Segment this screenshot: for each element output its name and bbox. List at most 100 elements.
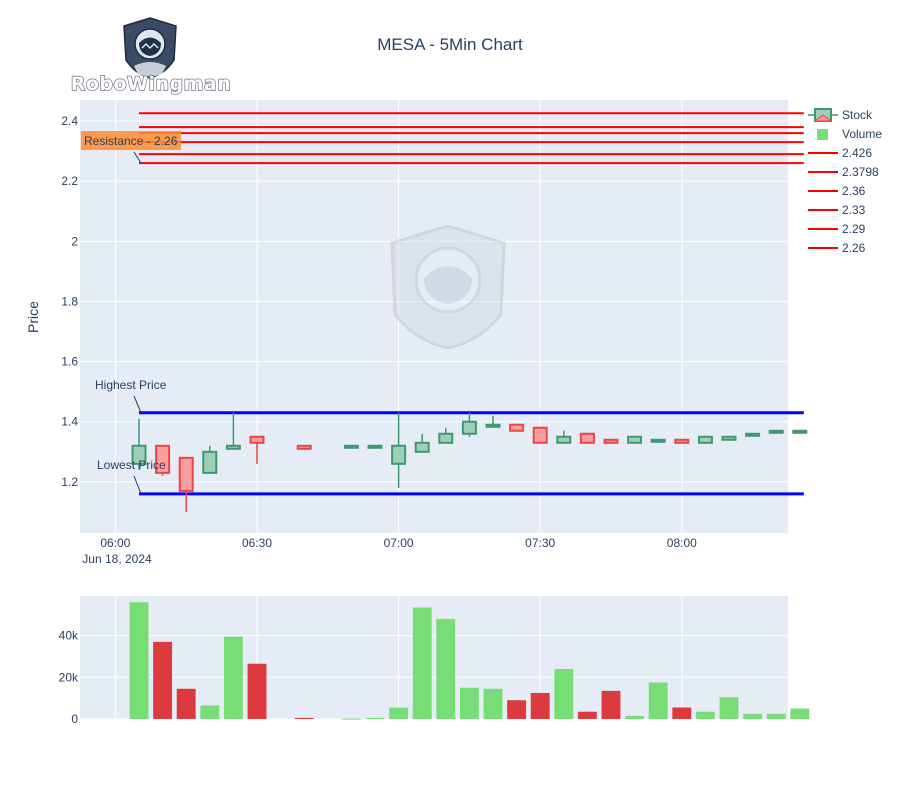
volume-bar [648,682,668,719]
candle [438,427,454,444]
candle-body [202,450,218,474]
time-tick-label: 06:30 [242,536,272,550]
legend-item[interactable]: Volume [817,127,882,141]
legend-item[interactable]: 2.36 [808,184,866,198]
candle-body [745,432,761,437]
candle [225,412,241,450]
candle-body [603,438,619,444]
candle [792,429,808,434]
candle-body [485,423,501,428]
volume-bar [695,711,715,719]
volume-tick-label: 20k [59,670,79,684]
lowest-price-arrow [133,475,142,495]
candle-body [650,438,666,443]
legend-item[interactable]: 2.26 [808,241,866,255]
candle [414,433,430,453]
candle [343,444,359,449]
volume-bar [554,668,574,719]
legend-volume-icon [817,129,828,140]
candle-body [178,456,194,492]
candle [721,435,737,441]
resistance-annotation: Resistance - 2.26 [84,134,178,148]
legend-label: 2.33 [842,203,866,217]
volume-bars [129,602,810,720]
price-tick-label: 2.4 [61,114,78,128]
volume-bar [625,715,645,719]
resistance-annotation-box [81,131,181,150]
price-tick-label: 1.8 [61,294,78,308]
candle [155,444,171,476]
volume-bar [176,688,196,719]
legend-item[interactable]: 2.3798 [808,165,879,179]
legend-label: 2.26 [842,241,866,255]
legend-item[interactable]: 2.426 [808,146,872,160]
price-tick-label: 1.4 [61,415,78,429]
candle [556,430,572,444]
candle-body [721,435,737,441]
price-tick-label: 1.2 [61,475,78,489]
candle [485,415,501,428]
volume-bar [530,692,550,719]
time-tick-label: 07:00 [384,536,414,550]
volume-bar [412,607,432,719]
volume-bar [129,602,149,719]
candle [603,438,619,444]
chart-title: MESA - 5Min Chart [377,35,523,54]
volume-bar [601,690,621,719]
annotations: Resistance - 2.26 Highest Price Lowest P… [81,131,181,495]
legend-label: 2.3798 [842,165,879,179]
candle-body [249,435,265,444]
volume-bar [766,713,786,719]
watermark-logo-icon [390,224,506,350]
logo-text: RoboWingman [71,73,232,95]
volume-bar [294,717,314,719]
lowest-price-label: Lowest Price [97,458,166,472]
candle [579,432,595,444]
legend-item[interactable]: 2.29 [808,222,866,236]
astronaut-shield-icon [123,17,177,79]
candle [131,418,147,470]
volume-bar [341,718,361,720]
candle-body [343,444,359,449]
candle [202,445,218,474]
candle [367,444,383,449]
candle-body [579,432,595,444]
legend-label: Stock [842,108,873,122]
volume-bar [577,711,597,719]
volume-bar [743,713,763,719]
candle [391,412,407,488]
date-label: Jun 18, 2024 [82,552,152,566]
volume-bar [389,707,409,719]
candle [509,423,525,432]
legend-candle-icon [813,114,833,122]
volume-tick-label: 0 [71,712,78,726]
candle-body [674,438,690,444]
price-panel: 06:00 06:30 07:00 07:30 08:00 1.2 1.4 1.6 1.8 2 2… [25,100,808,566]
legend: Stock Volume 2.426 2.3798 2.36 2.33 2.29 2.26 [808,108,882,255]
candle [650,438,666,443]
robowingman-logo: RoboWingman [70,17,232,96]
legend-item[interactable]: 2.33 [808,203,866,217]
high-low-lines [139,411,804,496]
candle [249,435,265,464]
price-tick-label: 2.2 [61,174,78,188]
candle-body [627,435,643,444]
volume-bar [719,697,739,719]
legend-label: 2.29 [842,222,866,236]
candle-body [697,435,713,444]
candle-body [155,444,171,474]
price-axis-ticks: 1.2 1.4 1.6 1.8 2 2.2 2.4 [61,114,78,489]
candle-body [296,444,312,450]
candle [768,429,784,434]
volume-tick-label: 40k [59,629,79,643]
candle-body [225,444,241,450]
highest-price-label: Highest Price [95,378,167,392]
candle-body [532,426,548,444]
legend-label: 2.426 [842,146,872,160]
volume-panel: 0 20k 40k [59,596,810,726]
candle-body [509,423,525,432]
candle [745,432,761,437]
price-gridlines [80,100,788,533]
legend-item[interactable]: Stock [808,108,873,122]
